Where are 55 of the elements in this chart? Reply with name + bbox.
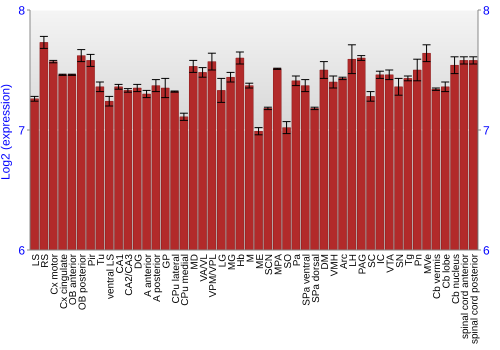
x-tick-label: CA1 xyxy=(114,254,126,274)
x-tick-label: GP xyxy=(161,254,172,268)
x-tick-label: LG xyxy=(217,254,228,268)
y-axis-title: Log2 (expression) xyxy=(0,84,12,180)
x-tick-label: Pa xyxy=(292,254,304,266)
x-tick-label: SO xyxy=(282,254,294,268)
x-tick-label: VTA xyxy=(385,254,396,273)
x-tick-label: Arc xyxy=(338,254,350,269)
x-tick-label: VPM/VPL xyxy=(208,254,220,298)
x-tick-label: ME xyxy=(254,254,266,269)
x-tick-label: Pir xyxy=(86,253,98,266)
x-tick-label: CPu medial xyxy=(180,254,192,306)
x-tick-label: LH xyxy=(348,254,360,267)
x-tick-label: spinal cord posterior xyxy=(469,253,480,344)
y-tick-label: 8 xyxy=(18,3,26,18)
x-tick-label: SN xyxy=(394,254,406,268)
y2-tick-label: 7 xyxy=(483,123,490,138)
x-tick-label: CA2/CA3 xyxy=(124,254,136,296)
x-tick-label: Hb xyxy=(236,254,248,267)
x-tick-label: SPa dorsal xyxy=(310,254,322,303)
x-tick-label: Cb vermis xyxy=(432,254,444,300)
x-tick-label: LS xyxy=(30,254,42,266)
y-tick-label: 7 xyxy=(18,123,26,138)
y-tick-label: 6 xyxy=(18,243,26,258)
x-tick-label: OB posterior xyxy=(77,253,88,310)
x-tick-label: VA/VL xyxy=(198,254,210,282)
x-tick-label: DM xyxy=(320,254,332,270)
x-tick-label: Cb lobe xyxy=(441,254,452,288)
x-tick-label: SPa ventral xyxy=(301,254,312,306)
x-tick-label: Cx cingulate xyxy=(58,254,70,310)
x-tick-label: OB anterior xyxy=(68,253,80,306)
x-tick-label: A anterior xyxy=(142,253,154,297)
x-tick-label: A posterior xyxy=(152,253,164,302)
x-tick-label: IC xyxy=(376,254,388,264)
x-tick-label: PAG xyxy=(357,254,368,274)
x-tick-label: CPu lateral xyxy=(170,254,182,304)
x-tick-label: MD xyxy=(189,254,200,270)
x-tick-label: Cb nucleus xyxy=(450,254,462,304)
x-tick-label: Cx motor xyxy=(49,253,60,295)
x-tick-label: MVe xyxy=(422,254,434,274)
x-tick-label: MPA xyxy=(273,254,284,275)
x-tick-label: SCN xyxy=(264,254,276,276)
x-tick-label: MG xyxy=(226,254,238,270)
x-tick-label: Pn xyxy=(413,254,424,266)
y2-tick-label: 8 xyxy=(483,3,490,18)
x-tick-label: SC xyxy=(366,254,378,268)
x-tick-label: ventral LS xyxy=(105,254,116,300)
x-tick-label: spinal cord anterior xyxy=(460,253,472,340)
x-tick-label: RS xyxy=(40,254,52,268)
x-tick-label: VMH xyxy=(329,254,340,276)
x-tick-label: Tg xyxy=(404,254,416,266)
y2-tick-label: 6 xyxy=(483,243,490,258)
x-tick-label: Tu xyxy=(96,254,108,266)
x-tick-label: DG xyxy=(133,254,144,269)
x-tick-label: M xyxy=(245,254,256,262)
